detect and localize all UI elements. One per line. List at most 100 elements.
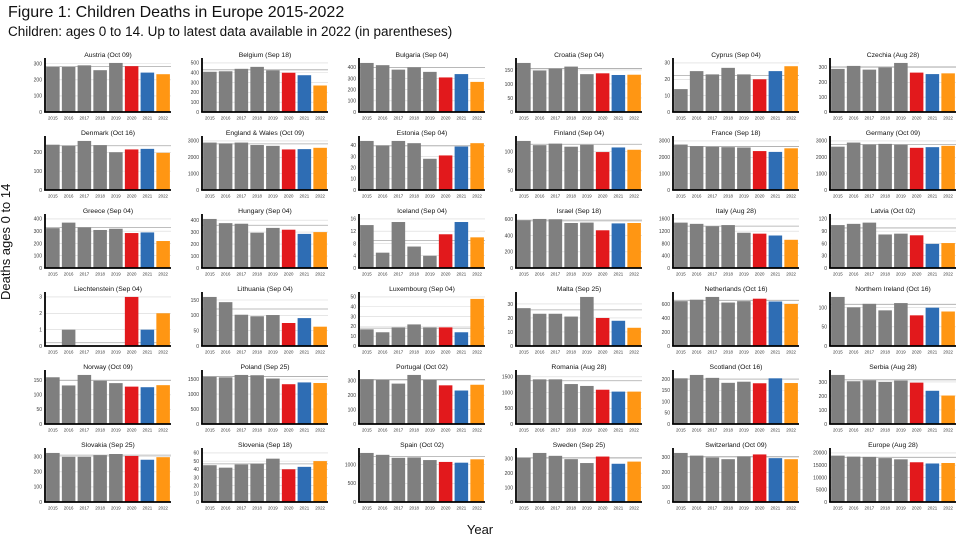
y-tick-label: 10000 — [813, 475, 827, 481]
bar-2017 — [862, 69, 877, 112]
x-tick-label: 2016 — [378, 506, 388, 511]
bar-2015 — [517, 374, 531, 424]
bar-2022 — [627, 149, 641, 190]
panel-title: Austria (Oct 09) — [84, 52, 132, 59]
bar-2022 — [941, 463, 955, 502]
x-tick-label: 2020 — [598, 428, 608, 433]
y-tick-label: 200 — [662, 330, 671, 336]
bar-2019 — [109, 62, 123, 112]
x-tick-label: 2016 — [64, 116, 74, 121]
bar-2017 — [391, 69, 406, 112]
x-tick-label: 2019 — [739, 272, 749, 277]
bar-2021 — [925, 243, 940, 268]
y-tick-label: 50 — [821, 325, 827, 331]
chart-panel: Sweden (Sep 25) 0 100 200 300 2015 2016 2017 201… — [505, 442, 642, 511]
x-tick-label: 2018 — [566, 116, 576, 121]
y-tick-label: 300 — [34, 62, 43, 68]
y-tick-label: 0 — [39, 500, 42, 506]
y-tick-label: 0 — [353, 422, 356, 428]
bar-2015 — [360, 140, 374, 190]
bar-2022 — [156, 313, 170, 346]
x-tick-label: 2019 — [739, 506, 749, 511]
x-tick-label: 2020 — [441, 194, 451, 199]
x-tick-label: 2020 — [598, 506, 608, 511]
x-tick-label: 2015 — [519, 194, 529, 199]
x-tick-label: 2021 — [456, 428, 466, 433]
bar-2015 — [517, 62, 531, 112]
bar-2020 — [909, 382, 924, 424]
x-tick-label: 2018 — [880, 116, 890, 121]
x-tick-label: 2019 — [739, 350, 749, 355]
chart-panel: Finland (Sep 04) 0 50 100 2015 2016 2017 2018 20… — [505, 130, 642, 199]
bar-2018 — [878, 458, 892, 502]
bar-2016 — [532, 313, 547, 346]
y-tick-label: 0 — [510, 344, 513, 350]
x-tick-label: 2016 — [221, 428, 231, 433]
bar-2021 — [925, 307, 940, 346]
bar-2015 — [674, 222, 688, 268]
y-tick-label: 0 — [510, 188, 513, 194]
bar-2021 — [297, 466, 312, 502]
chart-panel: Norway (Oct 09) 0 50 100 150 2015 2016 2017 2018… — [34, 364, 171, 433]
x-tick-label: 2020 — [284, 350, 294, 355]
panel-title: Northern Ireland (Oct 16) — [855, 286, 931, 293]
bar-2020 — [124, 455, 139, 502]
bar-2022 — [313, 461, 327, 502]
bar-2016 — [689, 299, 704, 346]
chart-panel: Italy (Aug 28) 0 400 800 1200 1600 2015 2016 201… — [659, 208, 799, 277]
y-tick-label: 40 — [350, 143, 356, 149]
figure-subtitle: Children: ages 0 to 14. Up to latest dat… — [8, 24, 453, 39]
x-tick-label: 2018 — [566, 428, 576, 433]
panel-title: Sweden (Sep 25) — [553, 442, 606, 449]
x-tick-label: 2019 — [425, 272, 435, 277]
bar-2022 — [627, 74, 641, 112]
bar-2021 — [768, 378, 783, 424]
x-tick-label: 2019 — [739, 428, 749, 433]
y-tick-label: 1000 — [816, 171, 827, 177]
bar-2020 — [752, 151, 767, 190]
bar-2021 — [611, 147, 626, 190]
x-tick-label: 2021 — [613, 428, 623, 433]
x-tick-label: 2020 — [755, 116, 765, 121]
bar-2016 — [532, 70, 547, 112]
bar-2022 — [784, 148, 798, 190]
y-tick-label: 50 — [507, 169, 513, 175]
x-tick-label: 2015 — [205, 428, 215, 433]
y-tick-label: 60 — [193, 451, 199, 457]
y-tick-label: 300 — [505, 457, 514, 463]
panel-title: Estonia (Sep 04) — [397, 130, 448, 137]
x-tick-label: 2017 — [550, 506, 560, 511]
bar-2018 — [250, 145, 264, 190]
bar-2016 — [689, 71, 704, 112]
x-tick-label: 2020 — [755, 350, 765, 355]
panel-title: Israel (Sep 18) — [557, 208, 602, 215]
bar-2016 — [846, 381, 861, 424]
x-tick-label: 2019 — [268, 194, 278, 199]
bar-2017 — [234, 68, 249, 112]
x-tick-label: 2016 — [535, 116, 545, 121]
y-tick-label: 300 — [191, 230, 200, 236]
x-tick-label: 2022 — [158, 506, 168, 511]
bar-2019 — [580, 144, 594, 190]
bar-2017 — [548, 379, 563, 424]
x-tick-label: 2015 — [676, 272, 686, 277]
bar-2018 — [564, 66, 578, 112]
bar-2022 — [156, 457, 170, 502]
x-tick-label: 2017 — [393, 116, 403, 121]
y-tick-label: 30 — [350, 314, 356, 320]
bar-2019 — [894, 459, 908, 502]
panel-title: Cyprus (Sep 04) — [711, 52, 761, 59]
x-tick-label: 2015 — [833, 350, 843, 355]
x-tick-label: 2016 — [535, 272, 545, 277]
x-tick-label: 2017 — [79, 194, 89, 199]
bar-2016 — [532, 218, 547, 268]
y-tick-label: 1000 — [502, 390, 513, 396]
bar-2021 — [297, 233, 312, 268]
bar-2016 — [218, 71, 233, 112]
bar-2021 — [925, 147, 940, 190]
bar-2015 — [831, 455, 845, 502]
x-tick-label: 2019 — [111, 350, 121, 355]
panel-title: Romania (Aug 28) — [551, 364, 606, 371]
x-tick-label: 2021 — [770, 194, 780, 199]
y-tick-label: 500 — [191, 407, 200, 413]
